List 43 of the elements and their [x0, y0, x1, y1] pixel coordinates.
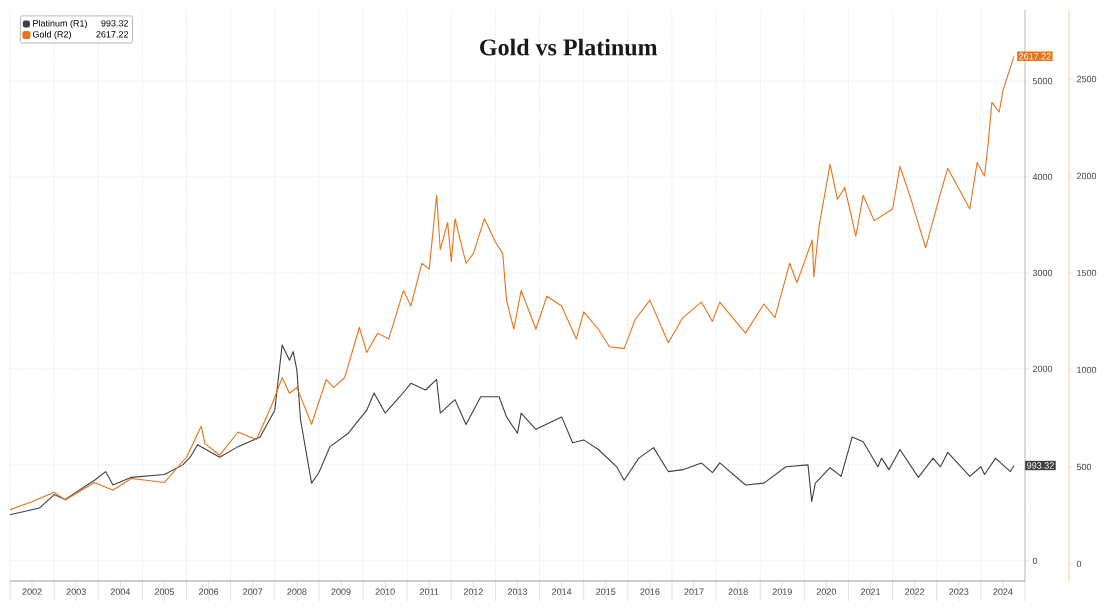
- x-tick-label: 2023: [949, 588, 969, 595]
- data-label: 993.32: [1027, 462, 1054, 469]
- text: Gold vs Platinum: [480, 38, 658, 56]
- x-tick-label: 2013: [507, 588, 528, 595]
- x-tick-label: 2014: [552, 588, 572, 595]
- x-tick-label: 2004: [110, 588, 131, 595]
- y2-tick-label: 2500: [1076, 75, 1097, 83]
- y-tick-label: 0: [1032, 557, 1038, 565]
- x-tick-label: 2011: [420, 588, 439, 595]
- x-tick-label: 2021: [860, 588, 881, 595]
- y-tick-label: 4000: [1032, 173, 1053, 181]
- x-tick-label: 2012: [463, 588, 483, 595]
- line-series: [9, 55, 1015, 511]
- x-tick-label: 2017: [684, 588, 704, 595]
- text: 2617.22: [96, 31, 128, 38]
- x-tick-label: 2020: [816, 588, 837, 595]
- line-series: [9, 344, 1015, 516]
- x-tick-label: 2018: [728, 588, 748, 595]
- x-tick-label: 2003: [66, 588, 86, 595]
- y2-tick-label: 0: [1076, 560, 1082, 568]
- y2-tick-label: 1000: [1077, 366, 1097, 374]
- y2-tick-label: 2000: [1076, 172, 1097, 180]
- x-tick-label: 2008: [287, 588, 307, 595]
- legend-label: Platinum (R1): [33, 19, 87, 29]
- x-tick-label: 2019: [772, 588, 792, 595]
- x-tick-label: 2016: [640, 588, 660, 595]
- y2-tick-label: 1500: [1077, 269, 1097, 277]
- x-tick-label: 2002: [22, 588, 42, 595]
- y-tick-label: 3000: [1032, 269, 1053, 277]
- y-tick-label: 2000: [1032, 365, 1053, 373]
- legend-label: Gold (R2): [32, 30, 71, 40]
- x-tick-label: 2010: [375, 588, 395, 595]
- y2-tick-label: 500: [1076, 463, 1092, 471]
- text: 993.32: [101, 20, 128, 27]
- x-tick-label: 2006: [199, 588, 219, 595]
- x-tick-label: 2022: [905, 588, 925, 595]
- x-tick-label: 2009: [331, 588, 351, 595]
- x-tick-label: 2005: [154, 588, 175, 595]
- x-tick-label: 2024: [993, 588, 1013, 595]
- x-tick-label: 2015: [596, 588, 616, 595]
- data-label: 2617.22: [1019, 53, 1051, 60]
- x-tick-label: 2007: [243, 588, 263, 595]
- y-tick-label: 5000: [1032, 77, 1053, 85]
